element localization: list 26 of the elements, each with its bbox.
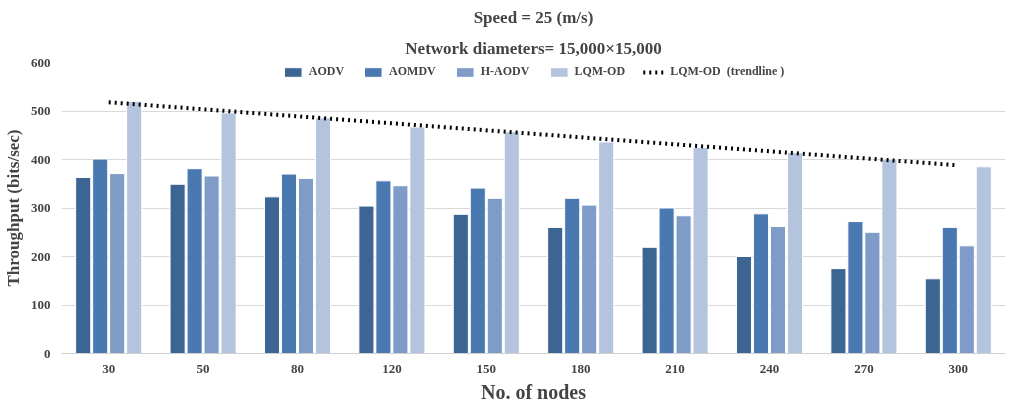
legend-label: AODV: [308, 64, 345, 79]
y-tick-label: 200: [31, 248, 51, 264]
chart-title: Speed = 25 (m/s): [473, 7, 594, 27]
legend-label: H-AODV: [480, 64, 530, 79]
y-tick-label: 100: [31, 297, 51, 312]
legend-label: LQM-OD: [574, 64, 626, 79]
x-axis-title: No. of nodes: [481, 380, 587, 403]
x-tick-label: 300: [948, 360, 969, 376]
y-axis-title: Throughput (bits/sec): [4, 129, 23, 287]
legend-label: AOMDV: [389, 64, 436, 79]
y-tick-label: 0: [44, 345, 51, 361]
chart-subtitle: Network diameters= 15,000×15,000: [405, 38, 662, 58]
y-tick-label: 300: [31, 200, 51, 215]
x-tick-label: 50: [196, 360, 210, 376]
legend-label: LQM-OD (trendline ): [670, 64, 785, 79]
x-tick-label: 80: [291, 360, 304, 376]
y-tick-label: 500: [31, 103, 51, 118]
x-tick-label: 120: [382, 360, 402, 376]
x-tick-label: 240: [759, 360, 780, 376]
x-tick-label: 150: [476, 360, 497, 376]
x-tick-label: 210: [665, 360, 685, 376]
y-tick-label: 600: [31, 54, 51, 70]
y-tick-label: 400: [31, 151, 51, 167]
x-tick-label: 30: [102, 360, 116, 376]
x-tick-label: 270: [854, 360, 874, 376]
x-tick-label: 180: [570, 360, 591, 376]
